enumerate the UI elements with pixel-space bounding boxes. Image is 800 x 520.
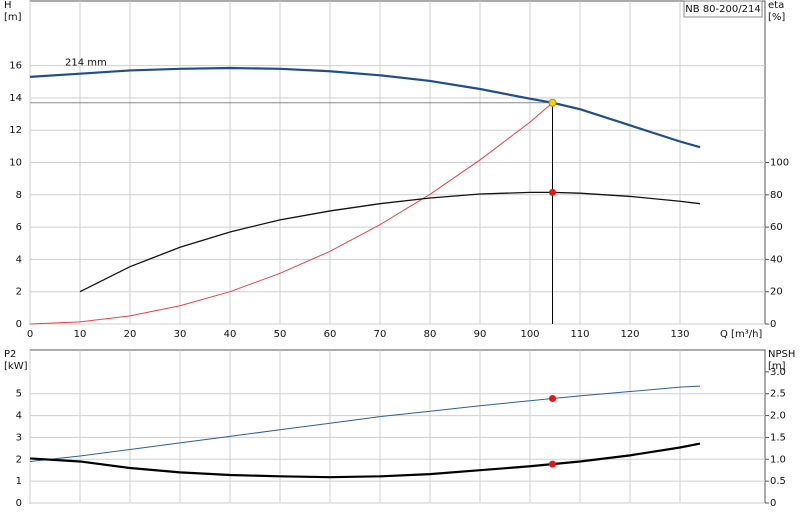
y2-tick-label: 100 (770, 158, 789, 169)
title-box (683, 0, 763, 18)
y2-tick-label: 0.5 (770, 476, 786, 487)
x-tick-label: 120 (620, 329, 639, 340)
y-axis-label: [kW] (4, 361, 28, 372)
operating-point (549, 460, 556, 468)
y-tick-label: 5 (16, 389, 22, 400)
y2-axis-label: [%] (768, 12, 785, 23)
y2-axis-label: NPSH (768, 349, 795, 360)
y2-tick-label: 2.5 (770, 389, 786, 400)
x-tick-label: 80 (424, 329, 437, 340)
y-tick-label: 0 (16, 498, 22, 509)
line-series (29, 385, 701, 462)
y-tick-label: 1 (16, 476, 22, 487)
y-tick-label: 3 (16, 432, 22, 443)
x-tick-label: 50 (274, 329, 287, 340)
y-tick-label: 12 (9, 125, 22, 136)
y2-axis-label: eta (768, 0, 784, 11)
line-series (29, 66, 701, 149)
y-tick-label: 14 (9, 93, 22, 104)
x-tick-label: 10 (74, 329, 87, 340)
y-tick-label: 8 (16, 190, 22, 201)
y-tick-label: 4 (16, 411, 22, 422)
y2-tick-label: 1.5 (770, 432, 786, 443)
x-tick-label: 90 (474, 329, 487, 340)
x-tick-label: 60 (324, 329, 337, 340)
operating-point (549, 395, 556, 403)
y2-tick-label: 60 (770, 222, 783, 233)
operating-point (549, 188, 556, 196)
y-axis-label: [m] (4, 12, 22, 23)
y2-tick-label: 20 (770, 287, 783, 298)
x-tick-label: 40 (224, 329, 237, 340)
annotation: 214 mm (65, 57, 107, 68)
y-axis-label: H (4, 0, 12, 11)
x-tick-label: 30 (174, 329, 187, 340)
y-tick-label: 10 (9, 158, 22, 169)
y2-tick-label: 40 (770, 254, 783, 265)
y-tick-label: 16 (9, 61, 22, 72)
x-tick-label: 130 (670, 329, 689, 340)
x-tick-label: 20 (124, 329, 137, 340)
y-tick-label: 2 (16, 287, 22, 298)
y2-tick-label: 1.0 (770, 454, 786, 465)
y2-tick-label: 80 (770, 190, 783, 201)
y-tick-label: 2 (16, 454, 22, 465)
y-tick-label: 0 (16, 319, 22, 330)
x-tick-label: 0 (27, 329, 33, 340)
plot-area (29, 349, 766, 504)
y2-tick-label: 0 (770, 319, 776, 330)
y2-tick-label: 0 (770, 498, 776, 509)
y-axis-label: P2 (4, 349, 16, 360)
y-tick-label: 4 (16, 254, 22, 265)
line-series (29, 102, 553, 325)
x-tick-label: 70 (374, 329, 387, 340)
y2-axis-label: [m] (768, 361, 786, 372)
x-tick-label: 100 (520, 329, 539, 340)
line-series (29, 442, 701, 479)
operating-point (548, 98, 557, 107)
x-axis-label: Q [m³/h] (720, 329, 762, 340)
y-tick-label: 6 (16, 222, 22, 233)
chart-title: NB 80-200/214 (685, 4, 760, 15)
x-tick-label: 110 (570, 329, 589, 340)
y2-tick-label: 3.0 (770, 367, 786, 378)
line-series (79, 191, 701, 293)
y2-tick-label: 2.0 (770, 411, 786, 422)
